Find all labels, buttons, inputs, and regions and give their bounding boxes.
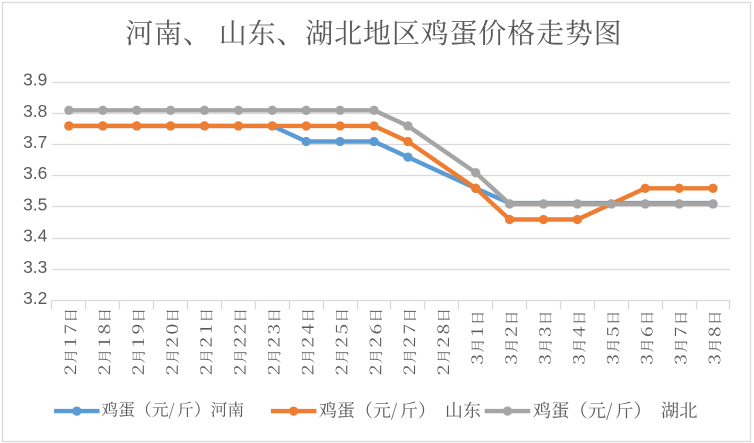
svg-text:3.7: 3.7: [23, 132, 47, 152]
svg-text:3.2: 3.2: [23, 288, 47, 308]
svg-text:3.3: 3.3: [23, 257, 47, 277]
svg-text:3.9: 3.9: [23, 70, 47, 90]
svg-text:3.5: 3.5: [23, 194, 47, 214]
svg-text:3.8: 3.8: [23, 101, 47, 121]
svg-text:3.6: 3.6: [23, 163, 47, 183]
svg-text:3.4: 3.4: [23, 226, 48, 246]
